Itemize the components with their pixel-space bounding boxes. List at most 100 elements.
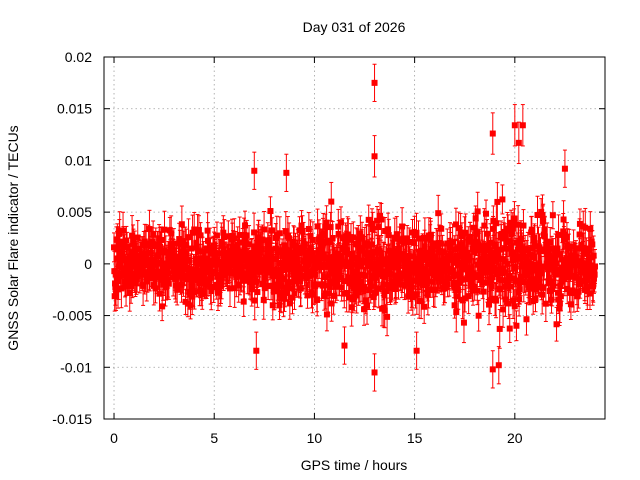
data-point [240,250,247,257]
data-point [273,267,280,274]
data-point [152,285,159,292]
data-point [349,255,356,262]
data-point [449,239,456,246]
data-point [111,244,118,251]
data-point [459,262,466,269]
data-point [159,303,166,310]
data-point [497,286,504,293]
data-point [354,272,361,279]
data-point [254,289,261,296]
data-point [244,256,251,263]
data-point [316,258,323,265]
data-point [502,296,509,303]
data-point [291,290,298,297]
data-point [111,268,118,275]
data-point [363,240,370,247]
data-point [497,255,504,262]
data-point [474,208,481,215]
data-point [471,246,478,253]
data-point [481,222,488,229]
data-point [472,215,479,222]
data-point [275,247,282,254]
data-point [269,302,276,309]
data-point [460,319,467,326]
data-point [251,262,258,269]
data-point [289,294,296,301]
data-point [380,281,387,288]
data-point [145,240,152,247]
data-point [485,247,492,254]
data-point [221,234,228,241]
data-point [281,255,288,262]
data-point [286,300,293,307]
data-point [513,322,520,329]
data-point [115,286,122,293]
data-point [524,246,531,253]
data-point [523,316,530,323]
data-point [218,279,225,286]
data-point [511,215,518,222]
data-point [414,259,421,266]
data-point [327,224,334,231]
data-point [286,279,293,286]
data-point [314,223,321,230]
data-point [183,242,190,249]
data-point [454,261,461,268]
data-point [375,224,382,231]
data-point [509,225,516,232]
data-point [199,248,206,255]
data-point [170,240,177,247]
data-point [420,255,427,262]
data-point [179,238,186,245]
data-point [457,277,464,284]
data-point [260,296,267,303]
data-point [426,250,433,257]
data-point [273,232,280,239]
data-point [368,241,375,248]
data-point [429,278,436,285]
data-point [343,290,350,297]
data-point [191,289,198,296]
data-point [249,250,256,257]
data-point [276,230,283,237]
data-point [369,226,376,233]
data-point [399,251,406,258]
data-point [218,239,225,246]
data-point [493,220,500,227]
data-point [249,279,256,286]
data-point [400,238,407,245]
data-point [267,247,274,254]
data-point [220,229,227,236]
data-point [180,274,187,281]
data-point [319,282,326,289]
data-point [378,216,385,223]
data-point [488,283,495,290]
data-point [510,297,517,304]
data-point [326,239,333,246]
data-point [408,284,415,291]
data-point [305,225,312,232]
data-point [236,231,243,238]
data-point [517,240,524,247]
data-point [436,248,443,255]
data-point [343,247,350,254]
data-point [527,261,534,268]
data-point [268,253,275,260]
data-point [213,281,220,288]
data-point [282,289,289,296]
data-point [434,243,441,250]
data-point [157,245,164,252]
data-point [494,198,501,205]
data-point [161,226,168,233]
data-point [366,287,373,294]
data-point [176,240,183,247]
data-point [345,294,352,301]
data-point [377,212,384,219]
data-point [475,312,482,319]
data-point [499,265,506,272]
data-point [480,288,487,295]
data-point [455,225,462,232]
data-point [421,303,428,310]
data-point [120,240,127,247]
